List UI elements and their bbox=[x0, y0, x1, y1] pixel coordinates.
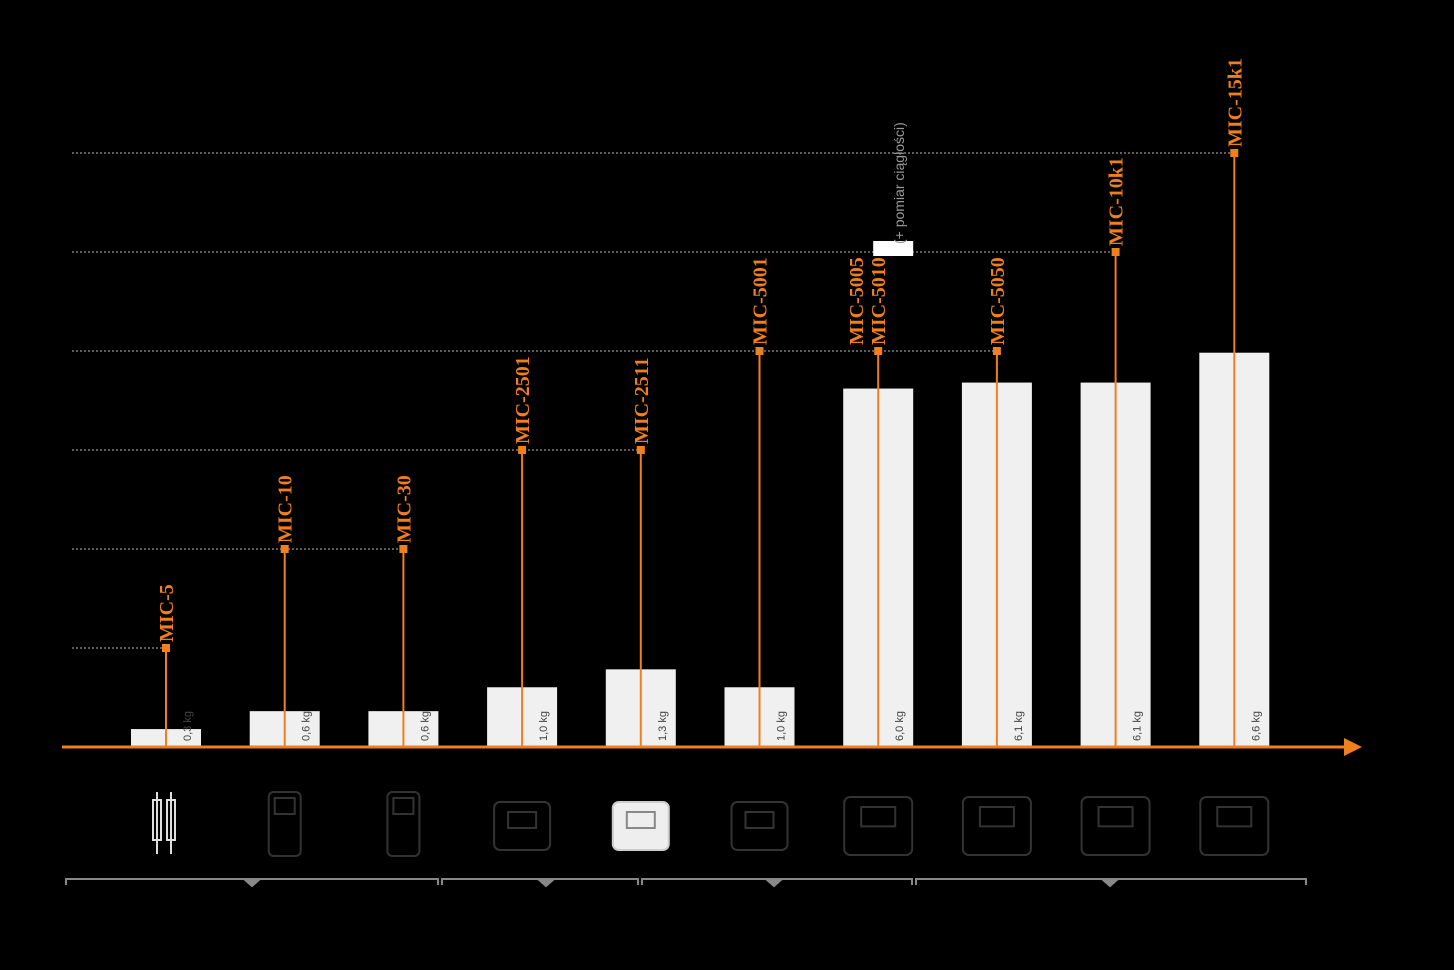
icon bbox=[1080, 796, 1151, 856]
value-label: 0,6 kg bbox=[301, 711, 313, 741]
category-label: MIC-2501 bbox=[512, 356, 534, 444]
icon bbox=[978, 806, 1015, 828]
category-label: MIC-5050 bbox=[987, 257, 1009, 345]
stem-marker bbox=[874, 347, 883, 355]
x-axis-arrow bbox=[1344, 738, 1362, 756]
icon bbox=[273, 797, 296, 815]
category-label: MIC-5010 bbox=[868, 257, 890, 345]
icon bbox=[744, 811, 775, 829]
device-icons bbox=[152, 791, 1270, 857]
stem-marker bbox=[399, 545, 408, 553]
icon bbox=[267, 791, 302, 857]
category-label: MIC-5 bbox=[156, 584, 178, 642]
stem-marker bbox=[1111, 248, 1120, 256]
icon bbox=[1097, 806, 1134, 828]
icon bbox=[611, 801, 670, 851]
stem-marker bbox=[992, 347, 1001, 355]
value-label: 1,0 kg bbox=[776, 711, 788, 741]
icon bbox=[730, 801, 789, 851]
icon bbox=[507, 811, 538, 829]
stem-marker bbox=[518, 446, 527, 454]
y-tick-label: 2 bbox=[33, 542, 40, 556]
y-tick-label: 5 bbox=[33, 245, 40, 259]
category-label: MIC-5001 bbox=[750, 257, 772, 345]
y-tick-label: 1 bbox=[33, 641, 40, 655]
icon bbox=[843, 796, 914, 856]
group-brackets bbox=[65, 878, 1307, 888]
stem-marker bbox=[636, 446, 645, 454]
value-label: 0,6 kg bbox=[419, 711, 431, 741]
y-tick-label: 3 bbox=[33, 443, 40, 457]
category-label: MIC-5005 bbox=[846, 257, 868, 345]
icon bbox=[392, 797, 415, 815]
value-label: 6,1 kg bbox=[1013, 711, 1025, 741]
annotation: (+ pomiar ciągłości) bbox=[891, 122, 907, 244]
value-label: 6,6 kg bbox=[1250, 711, 1262, 741]
stem-marker bbox=[162, 644, 170, 652]
icon bbox=[386, 791, 421, 857]
value-label: 1,0 kg bbox=[538, 711, 550, 741]
icon bbox=[1199, 796, 1270, 856]
value-label: 0,3 kg bbox=[182, 711, 194, 741]
value-label: 1,3 kg bbox=[657, 711, 669, 741]
stem-marker bbox=[755, 347, 764, 355]
stem-marker bbox=[280, 545, 289, 553]
category-label: MIC-10 bbox=[275, 475, 297, 543]
category-label: MIC-15k1 bbox=[1224, 58, 1246, 147]
y-tick-label: 4 bbox=[33, 344, 40, 358]
value-label: 6,1 kg bbox=[1132, 711, 1144, 741]
icon bbox=[1216, 806, 1253, 828]
value-label: 6,0 kg bbox=[894, 711, 906, 741]
icon bbox=[860, 806, 897, 828]
icon bbox=[961, 796, 1032, 856]
icon bbox=[152, 792, 176, 854]
annotation-box bbox=[873, 241, 914, 256]
category-label: MIC-30 bbox=[393, 475, 415, 543]
category-label: MIC-2511 bbox=[631, 357, 653, 444]
icon bbox=[493, 801, 552, 851]
category-label: MIC-10k1 bbox=[1106, 157, 1128, 246]
icon bbox=[625, 811, 656, 829]
y-tick-label: 6 bbox=[33, 146, 40, 160]
stem-marker bbox=[1230, 149, 1239, 157]
